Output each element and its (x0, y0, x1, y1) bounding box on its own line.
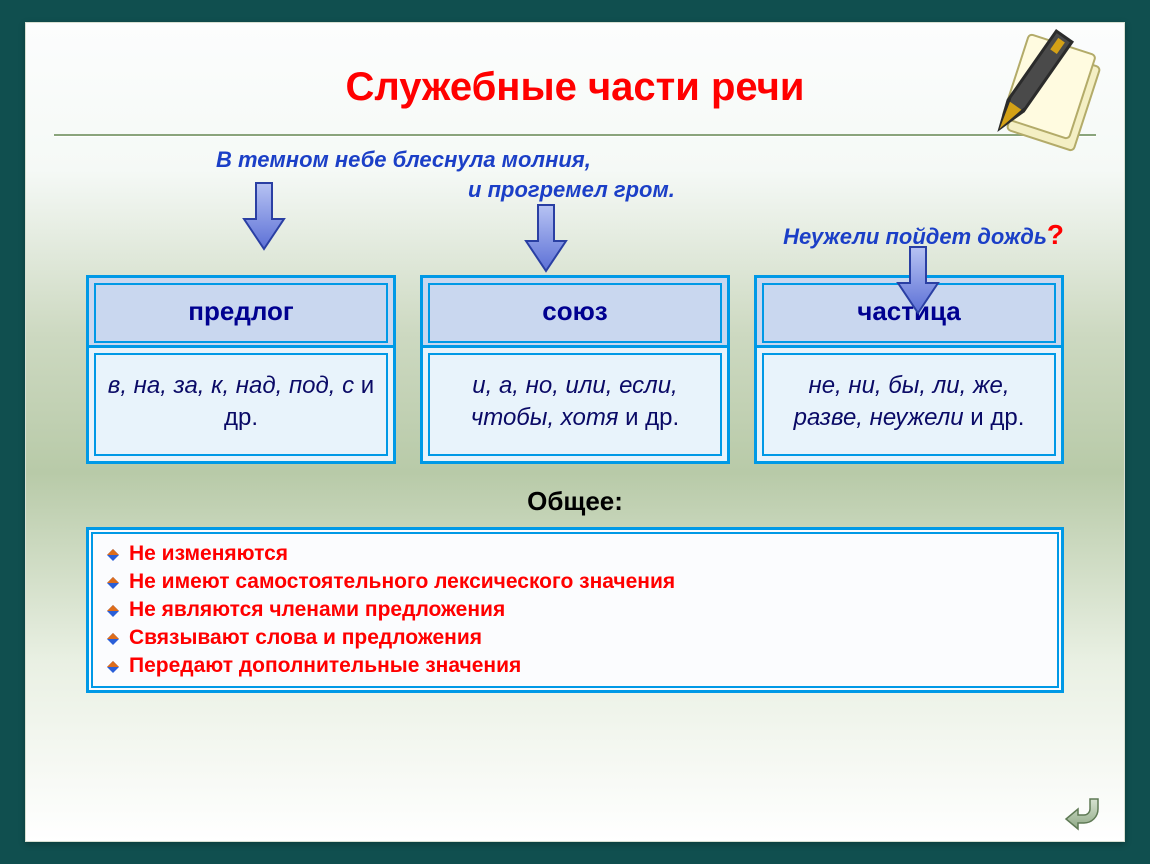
common-item-text: Не имеют самостоятельного лексического з… (129, 570, 675, 593)
example-line-2: и прогремел гром. (468, 177, 675, 203)
common-label: Общее: (26, 486, 1124, 517)
category-box-0: предлогв, на, за, к, над, под, с и др. (86, 275, 396, 464)
bullet-icon (105, 545, 121, 561)
common-item: Не имеют самостоятельного лексического з… (101, 568, 1049, 596)
bullet-icon (105, 657, 121, 673)
arrow-down-icon (896, 245, 940, 315)
example-sentences: В темном небе блеснула молния, и прогрем… (26, 141, 1124, 273)
common-item-text: Передают дополнительные значения (129, 654, 521, 677)
common-item: Передают дополнительные значения (101, 652, 1049, 680)
example-1-keyword: В (216, 147, 232, 172)
example-2-text: прогремел гром. (481, 177, 674, 202)
category-head: союз (423, 278, 727, 348)
category-body: в, на, за, к, над, под, с и др. (89, 348, 393, 461)
example-1-text: темном небе блеснула молния, (232, 147, 591, 172)
example-3-keyword: Неужели (783, 224, 879, 249)
common-item-text: Связывают слова и предложения (129, 626, 482, 649)
common-item: Не являются членами предложения (101, 596, 1049, 624)
question-mark: ? (1047, 219, 1064, 250)
category-boxes: предлогв, на, за, к, над, под, с и др.со… (26, 275, 1124, 464)
bullet-icon (105, 601, 121, 617)
common-list: Не изменяются Не имеют самостоятельного л… (101, 540, 1049, 680)
arrow-down-icon (242, 181, 286, 251)
common-properties-box: Не изменяются Не имеют самостоятельного л… (86, 527, 1064, 693)
common-item-text: Не являются членами предложения (129, 598, 505, 621)
slide: Служебные части речи В темном небе блесн… (25, 22, 1125, 842)
example-line-1: В темном небе блеснула молния, (216, 147, 591, 173)
common-item-text: Не изменяются (129, 542, 288, 565)
arrow-down-icon (524, 203, 568, 273)
common-item: Связывают слова и предложения (101, 624, 1049, 652)
common-item: Не изменяются (101, 540, 1049, 568)
category-body: и, а, но, или, если, чтобы, хотя и др. (423, 348, 727, 461)
category-box-1: союзи, а, но, или, если, чтобы, хотя и д… (420, 275, 730, 464)
main-title: Служебные части речи (26, 23, 1124, 110)
category-body: не, ни, бы, ли, же, разве, неужели и др. (757, 348, 1061, 461)
category-head: предлог (89, 278, 393, 348)
title-divider (54, 134, 1096, 137)
example-2-keyword: и (468, 177, 481, 202)
bullet-icon (105, 629, 121, 645)
bullet-icon (105, 573, 121, 589)
return-icon[interactable] (1062, 793, 1110, 833)
